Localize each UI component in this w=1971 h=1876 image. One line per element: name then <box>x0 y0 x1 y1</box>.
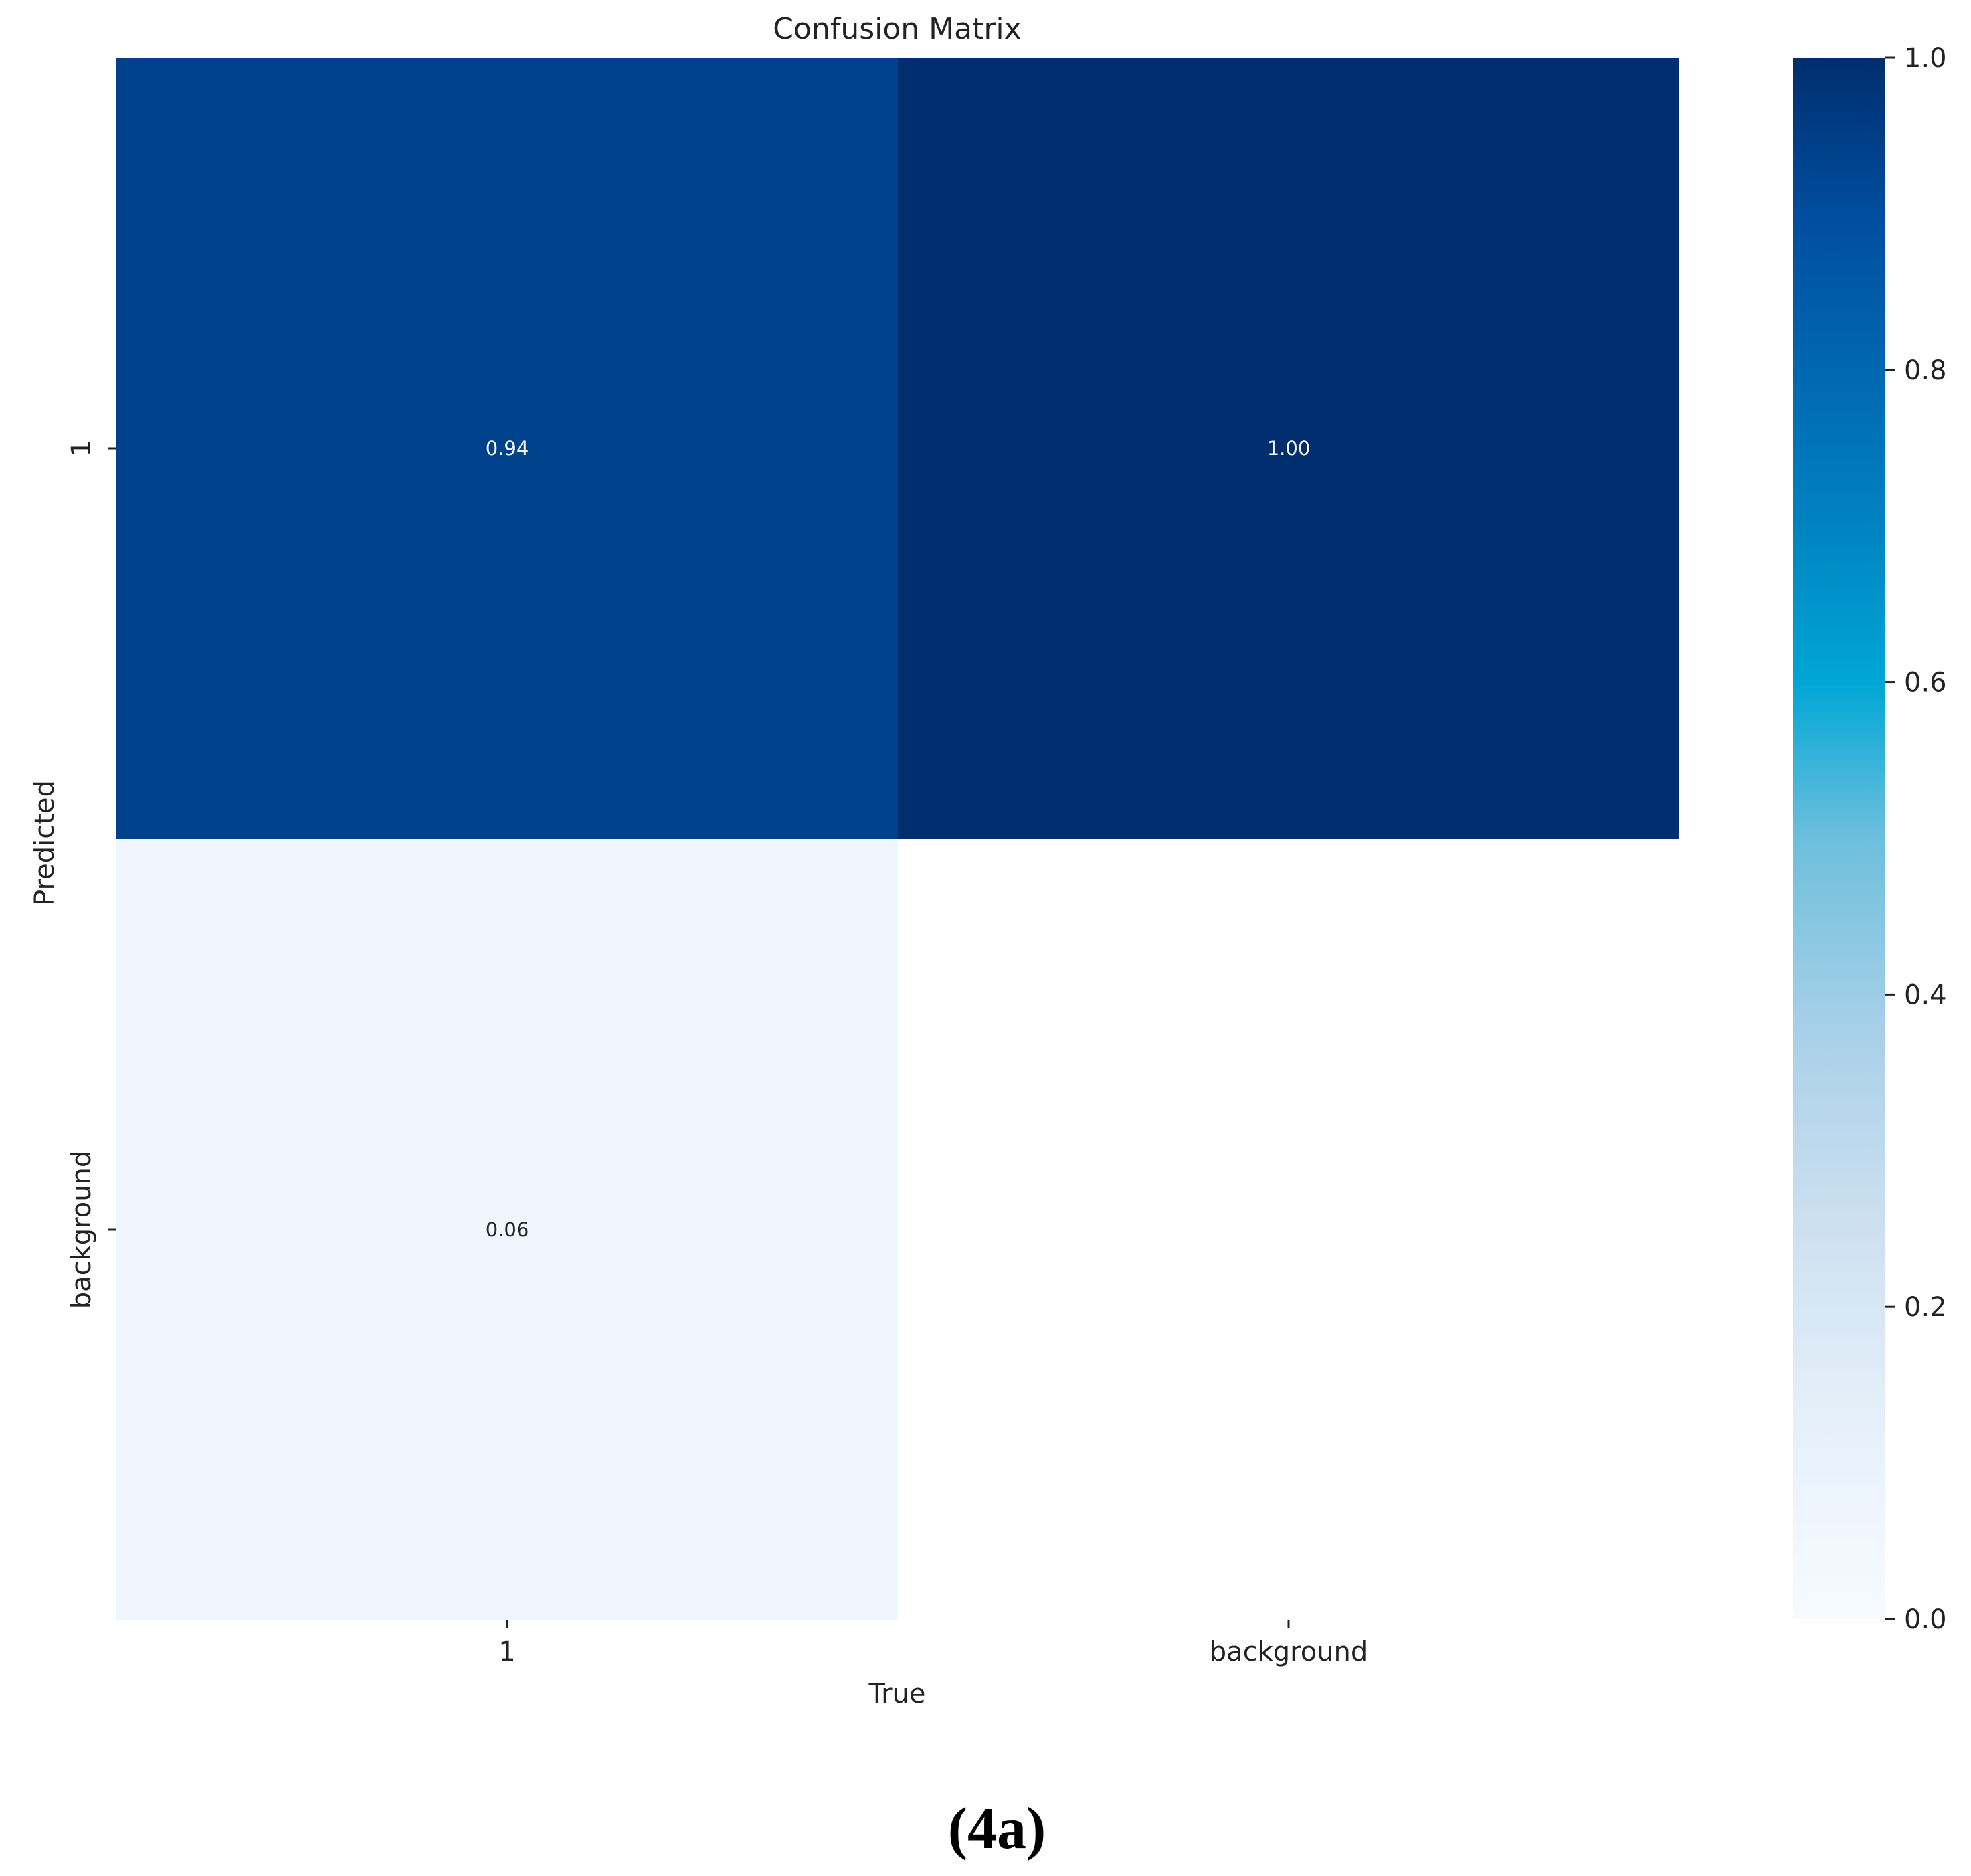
figure-caption: (4a) <box>948 1796 1046 1861</box>
x-axis: 1 background <box>498 1620 1368 1667</box>
cell-value-label-0-1: 1.00 <box>1267 437 1311 460</box>
y-tick-label-1: background <box>66 1151 97 1309</box>
colorbar-tick-label-0: 0.0 <box>1904 1604 1947 1635</box>
heatmap-cell-0-0 <box>116 58 898 839</box>
heatmap-cells <box>116 58 1679 1620</box>
chart-title: Confusion Matrix <box>773 12 1021 46</box>
colorbar-tick-label-3: 0.6 <box>1904 668 1947 698</box>
x-tick-label-1: background <box>1210 1636 1368 1667</box>
colorbar <box>1793 58 1885 1619</box>
colorbar-tick-label-2: 0.4 <box>1904 979 1947 1010</box>
colorbar-ticks: 0.0 0.2 0.4 0.6 0.8 1.0 <box>1885 43 1947 1635</box>
y-axis-title: Predicted <box>29 780 60 906</box>
cell-value-label-0-0: 0.94 <box>486 437 529 460</box>
heatmap-cell-1-0 <box>116 839 898 1620</box>
y-axis: 1 background <box>66 440 116 1309</box>
x-axis-title: True <box>868 1679 926 1709</box>
x-tick-label-0: 1 <box>498 1636 515 1667</box>
heatmap-cell-0-1 <box>898 58 1679 839</box>
cell-value-label-1-0: 0.06 <box>486 1218 529 1241</box>
heatmap-cell-1-1 <box>898 839 1679 1620</box>
colorbar-tick-label-5: 1.0 <box>1904 43 1947 74</box>
colorbar-tick-label-4: 0.8 <box>1904 355 1947 386</box>
y-tick-label-0: 1 <box>66 440 97 456</box>
heatmap-cell-labels: 0.94 1.00 0.06 <box>486 437 1311 1241</box>
colorbar-tick-label-1: 0.2 <box>1904 1292 1947 1323</box>
